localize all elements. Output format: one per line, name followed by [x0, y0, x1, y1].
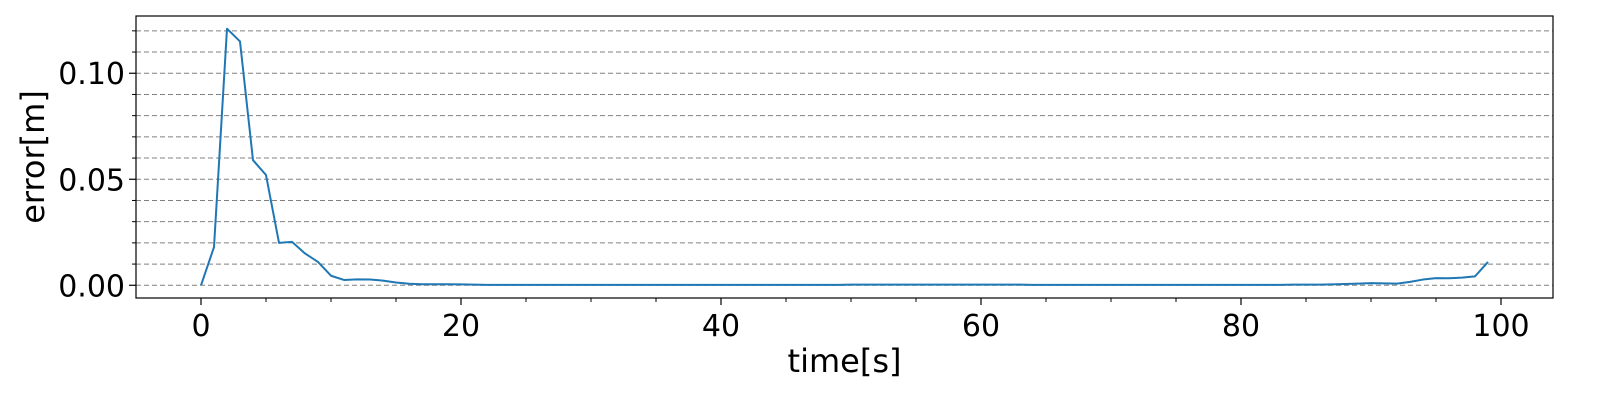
axis-ticks: 0 20 40 60 80 100 0.00 0.05 0.10: [58, 30, 1530, 344]
y-tick-label: 0.05: [58, 163, 125, 198]
x-axis-label: time[s]: [788, 342, 902, 380]
x-tick-label: 40: [702, 309, 740, 344]
x-tick-label: 60: [962, 309, 1000, 344]
x-tick-label: 20: [442, 309, 480, 344]
plot-area-frame: [135, 15, 1554, 299]
x-tick-label: 0: [191, 309, 210, 344]
x-tick-label: 100: [1472, 309, 1529, 344]
y-axis-label: error[m]: [14, 90, 52, 224]
x-tick-label: 80: [1222, 309, 1260, 344]
gridlines: [136, 30, 1553, 286]
error-series-line: [200, 27, 1489, 286]
y-tick-label: 0.00: [58, 269, 125, 304]
y-tick-label: 0.10: [58, 57, 125, 92]
